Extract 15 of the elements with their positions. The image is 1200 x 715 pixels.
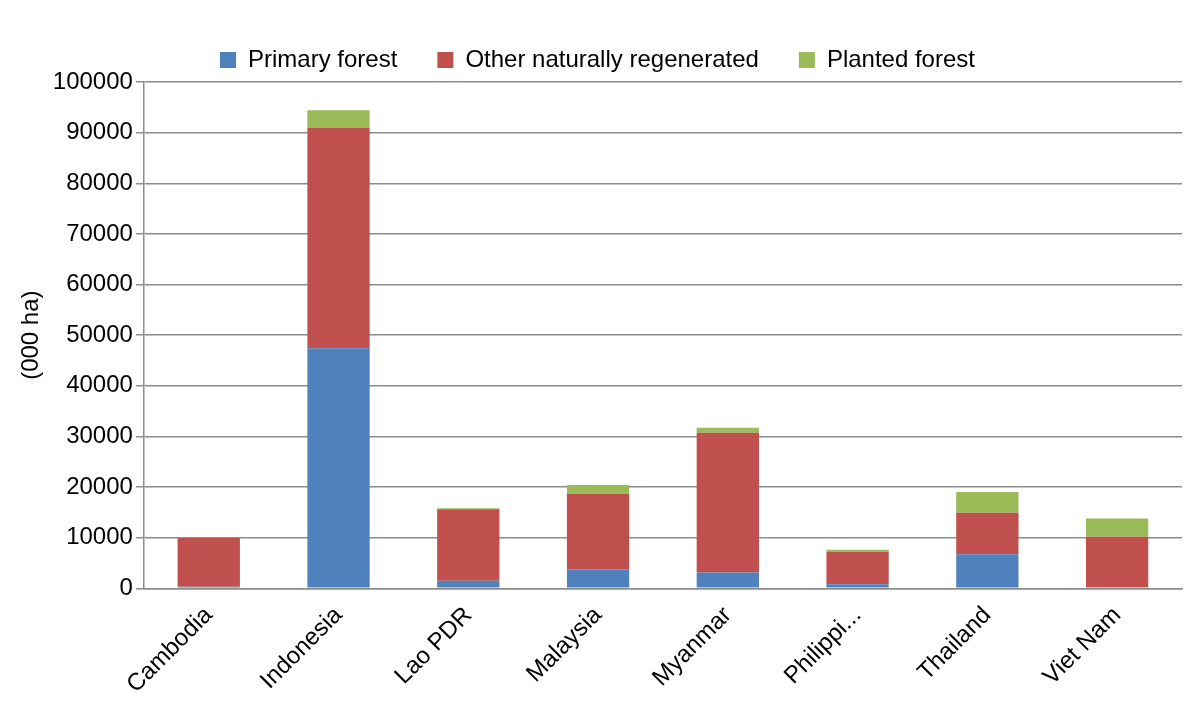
legend-label: Planted forest [826, 44, 976, 72]
y-tick-label: 50000 [66, 319, 133, 347]
y-tick-label: 40000 [66, 370, 133, 398]
legend-label: Primary forest [248, 44, 398, 72]
y-axis-title: (000 ha) [16, 290, 44, 380]
y-tick-label: 0 [119, 572, 133, 600]
y-tick-label: 30000 [66, 421, 133, 449]
y-tick-label: 100000 [52, 66, 133, 94]
legend-label: Other naturally regenerated [465, 44, 759, 72]
y-tick-label: 90000 [66, 117, 133, 145]
y-tick-label: 60000 [66, 269, 133, 297]
y-tick-label: 70000 [66, 218, 133, 246]
y-tick-label: 20000 [66, 471, 133, 499]
y-tick-label: 10000 [66, 522, 133, 550]
y-tick-label: 80000 [66, 167, 133, 195]
